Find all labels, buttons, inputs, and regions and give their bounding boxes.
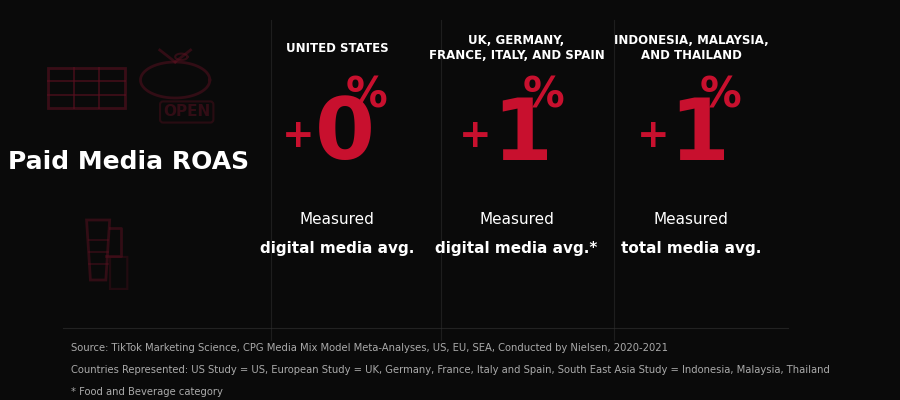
Text: ✋: ✋ [105, 253, 129, 291]
Text: 1: 1 [492, 94, 552, 178]
Text: total media avg.: total media avg. [621, 240, 761, 256]
Text: UK, GERMANY,
FRANCE, ITALY, AND SPAIN: UK, GERMANY, FRANCE, ITALY, AND SPAIN [428, 34, 604, 62]
Text: %: % [699, 75, 742, 117]
Text: %: % [523, 75, 564, 117]
Text: * Food and Beverage category: * Food and Beverage category [71, 387, 223, 397]
Text: digital media avg.*: digital media avg.* [436, 240, 598, 256]
Text: UNITED STATES: UNITED STATES [285, 42, 388, 54]
Text: Measured: Measured [654, 212, 729, 228]
Text: 0: 0 [315, 94, 374, 178]
Text: 1: 1 [669, 94, 729, 178]
Text: INDONESIA, MALAYSIA,
AND THAILAND: INDONESIA, MALAYSIA, AND THAILAND [614, 34, 769, 62]
Text: Source: TikTok Marketing Science, CPG Media Mix Model Meta-Analyses, US, EU, SEA: Source: TikTok Marketing Science, CPG Me… [71, 343, 668, 353]
Text: +: + [282, 117, 315, 155]
Text: +: + [636, 117, 669, 155]
Text: Paid Media ROAS: Paid Media ROAS [8, 150, 249, 174]
Bar [48, 68, 125, 108]
Text: %: % [346, 75, 387, 117]
Text: digital media avg.: digital media avg. [260, 240, 414, 256]
Text: Countries Represented: US Study = US, European Study = UK, Germany, France, Ital: Countries Represented: US Study = US, Eu… [71, 365, 830, 375]
Text: OPEN: OPEN [163, 104, 211, 120]
Text: Measured: Measured [479, 212, 554, 228]
Text: +: + [459, 117, 492, 155]
Text: Measured: Measured [300, 212, 374, 228]
